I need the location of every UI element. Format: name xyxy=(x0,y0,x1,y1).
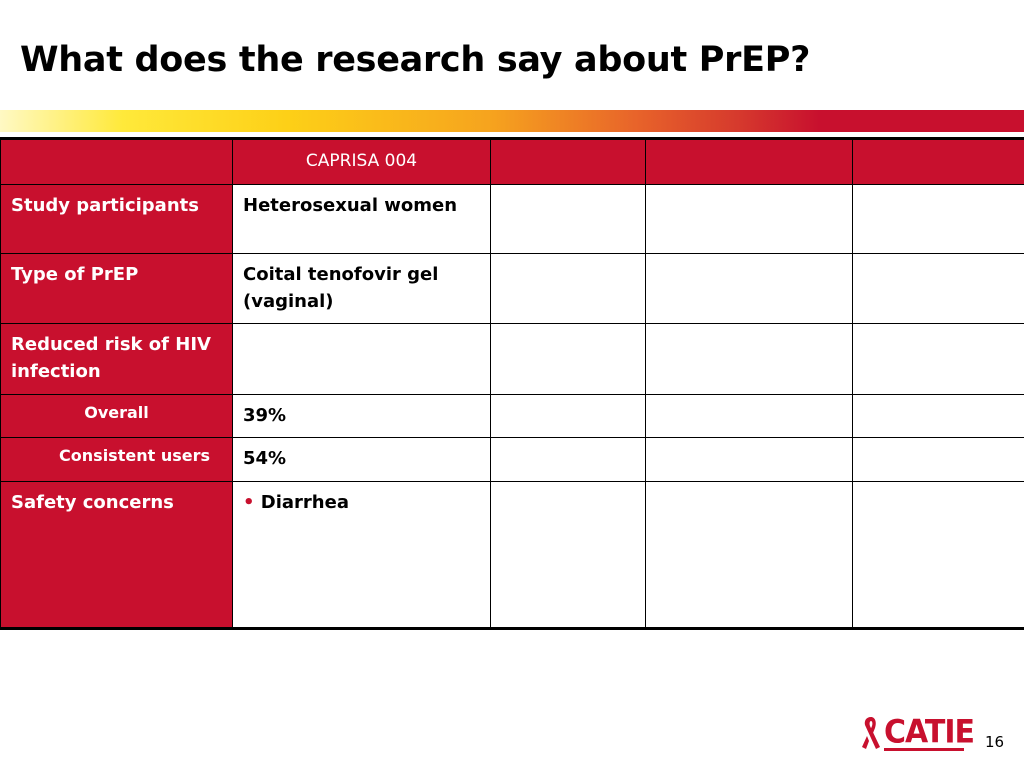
cell-study-participants: Heterosexual women xyxy=(232,184,491,254)
table-cell xyxy=(852,437,1024,482)
table-cell xyxy=(645,323,853,395)
table-cell xyxy=(645,252,853,325)
row-label-safety-concerns: Safety concerns xyxy=(0,480,233,630)
row-label-study-participants: Study participants xyxy=(0,184,233,254)
table-cell xyxy=(490,437,646,482)
row-label-consistent-users: Consistent users xyxy=(0,437,233,482)
table-cell xyxy=(645,480,853,630)
table-cell xyxy=(490,323,646,395)
header-cell-empty xyxy=(0,137,233,185)
table-cell xyxy=(490,480,646,630)
table-cell xyxy=(645,393,853,439)
accent-gradient-bar xyxy=(0,110,1024,132)
row-label-overall: Overall xyxy=(0,393,233,439)
row-label-type-of-prep: Type of PrEP xyxy=(0,252,233,325)
table-cell xyxy=(852,393,1024,439)
cell-consistent-users-value: 54% xyxy=(232,437,491,482)
header-cell-4 xyxy=(645,137,853,185)
ribbon-icon xyxy=(862,717,880,749)
table-cell xyxy=(852,323,1024,395)
table-cell xyxy=(852,480,1024,630)
catie-logo: CATIE xyxy=(858,713,975,752)
header-cell-3 xyxy=(490,137,646,185)
logo-wordmark: CATIE xyxy=(884,713,975,752)
table-cell xyxy=(490,184,646,254)
bullet-icon: • xyxy=(243,491,255,513)
logo-underline xyxy=(884,748,964,751)
header-cell-5 xyxy=(852,137,1024,185)
row-label-reduced-risk: Reduced risk of HIV infection xyxy=(0,323,233,395)
slide-title: What does the research say about PrEP? xyxy=(20,40,811,80)
cell-safety-concerns: • Diarrhea xyxy=(232,480,491,630)
cell-type-of-prep: Coital tenofovir gel (vaginal) xyxy=(232,252,491,325)
cell-overall-value: 39% xyxy=(232,393,491,439)
table-row: Overall 39% xyxy=(0,393,1024,439)
table-row: Type of PrEP Coital tenofovir gel (vagin… xyxy=(0,252,1024,325)
table-cell xyxy=(852,252,1024,325)
table-row: Reduced risk of HIV infection xyxy=(0,323,1024,395)
table-cell xyxy=(490,393,646,439)
table-cell xyxy=(490,252,646,325)
header-cell-caprisa: CAPRISA 004 xyxy=(232,137,491,185)
safety-concern-item: Diarrhea xyxy=(260,491,349,513)
table-cell xyxy=(232,323,491,395)
table-cell xyxy=(852,184,1024,254)
prep-research-table: CAPRISA 004 Study participants Heterosex… xyxy=(0,137,1024,630)
table-cell xyxy=(645,184,853,254)
table-row: Safety concerns • Diarrhea xyxy=(0,480,1024,630)
table-row: Study participants Heterosexual women xyxy=(0,184,1024,254)
table-header-row: CAPRISA 004 xyxy=(0,137,1024,185)
table-row: Consistent users 54% xyxy=(0,437,1024,482)
table-cell xyxy=(645,437,853,482)
page-number: 16 xyxy=(985,733,1005,751)
